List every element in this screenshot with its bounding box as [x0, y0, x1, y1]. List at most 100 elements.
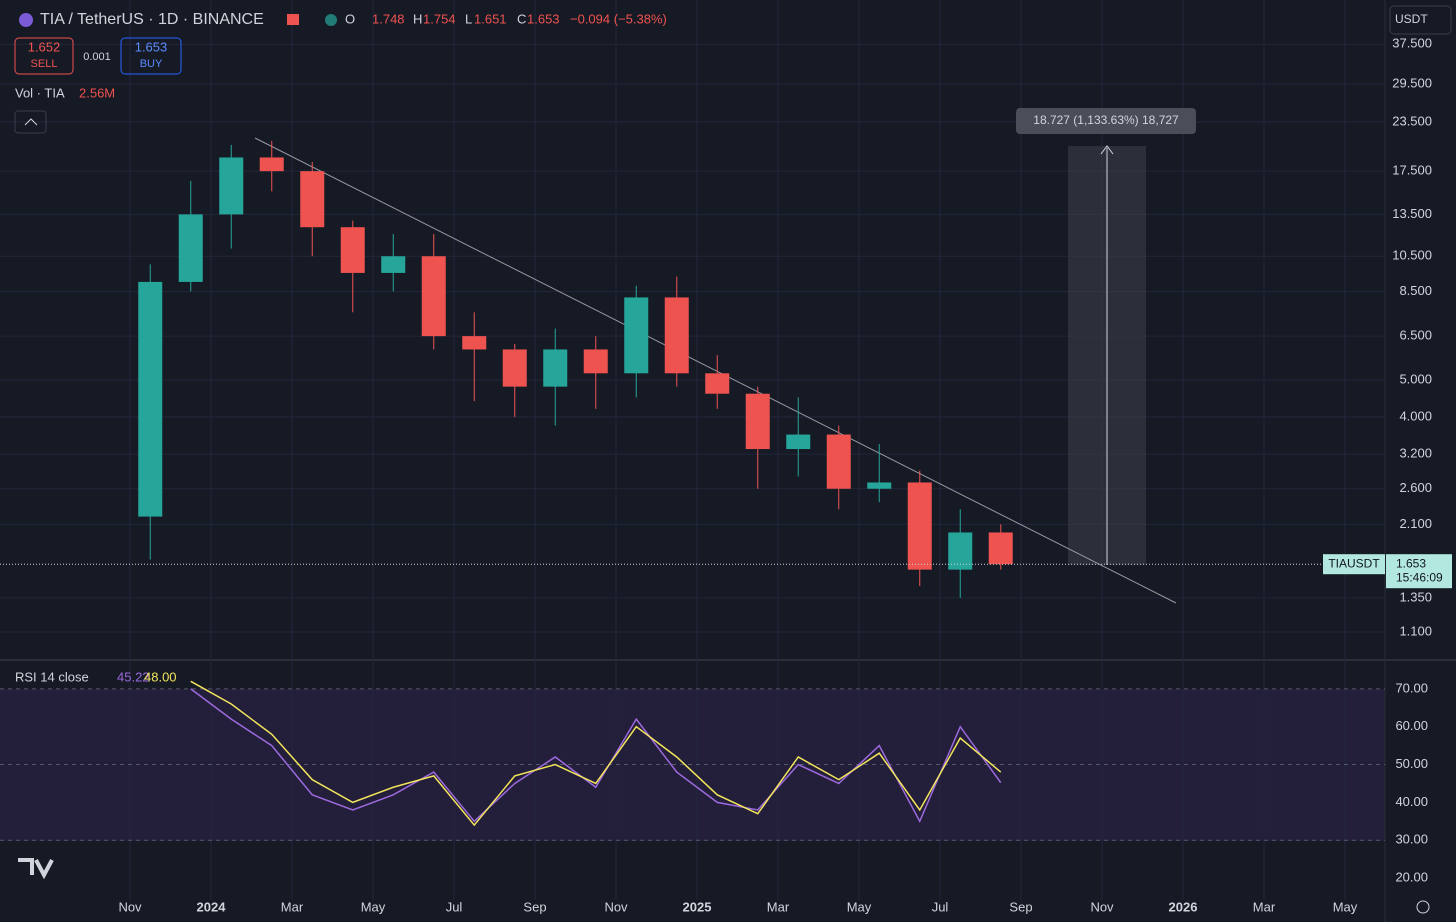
chevron	[24, 118, 38, 126]
y-tick-label: 20.00	[1395, 869, 1428, 884]
y-tick-label: 10.500	[1392, 248, 1432, 263]
change: −0.094 (−5.38%)	[570, 11, 667, 26]
candle-body	[583, 349, 608, 374]
price-tag-value: 1.653	[1396, 556, 1426, 570]
buy-price: 1.653	[135, 39, 168, 54]
ticker-tag	[1323, 554, 1385, 575]
x-tick-label: Nov	[118, 899, 142, 914]
y-tick-label: 5.000	[1399, 371, 1432, 386]
y-tick-label: 23.500	[1392, 113, 1432, 128]
x-tick-label: Jul	[446, 899, 463, 914]
buy-button[interactable]	[120, 37, 182, 75]
h-label: H	[413, 11, 422, 26]
c-value: 1.653	[527, 11, 560, 26]
y-tick-label: 1.100	[1399, 623, 1432, 638]
y-tick-label: 8.500	[1399, 283, 1432, 298]
candle-body	[421, 256, 446, 337]
candle-body	[259, 157, 284, 172]
candle-body	[988, 532, 1013, 565]
x-tick-label: May	[361, 899, 386, 914]
x-tick-label: May	[847, 899, 872, 914]
sell-price: 1.652	[28, 39, 61, 54]
y-tick-label: 6.500	[1399, 328, 1432, 343]
sell-label: SELL	[31, 58, 58, 70]
y-tick-label: 37.500	[1392, 36, 1432, 51]
y-tick-label: 4.000	[1399, 408, 1432, 423]
ticker: TIAUSDT	[1328, 556, 1380, 570]
settings-icon[interactable]	[1416, 900, 1430, 914]
logo	[18, 858, 54, 880]
y-tick-label: 40.00	[1395, 794, 1428, 809]
l-label: L	[465, 11, 472, 26]
h-value: 1.754	[423, 11, 456, 26]
y-tick-label: 17.500	[1392, 163, 1432, 178]
y-tick-label: 3.200	[1399, 446, 1432, 461]
x-tick-label: Jul	[932, 899, 949, 914]
candle-body	[543, 349, 568, 387]
flag-icon[interactable]	[287, 14, 299, 25]
candle-body	[502, 349, 527, 387]
measure-label-box	[1016, 108, 1196, 134]
trend-line	[254, 137, 1177, 604]
currency: USDT	[1395, 12, 1428, 26]
sell-button[interactable]	[14, 37, 74, 75]
x-tick-label: 2024	[197, 899, 227, 914]
buy-label: BUY	[140, 58, 163, 70]
x-tick-label: Mar	[1253, 899, 1276, 914]
candle-body	[178, 214, 203, 282]
rsi-value: 45.22	[117, 669, 150, 684]
y-tick-label: 2.600	[1399, 480, 1432, 495]
rsi-line	[190, 680, 1002, 827]
candle-body	[624, 297, 649, 374]
x-tick-label: 2025	[683, 899, 712, 914]
l-value: 1.651	[474, 11, 507, 26]
symbol-icon	[19, 13, 33, 27]
x-tick-label: 2026	[1169, 899, 1198, 914]
y-tick-label: 60.00	[1395, 718, 1428, 733]
y-tick-label: 2.100	[1399, 516, 1432, 531]
rsi-line	[190, 688, 1002, 824]
candle-body	[300, 171, 325, 228]
candle-body	[948, 532, 973, 570]
x-tick-label: Sep	[1009, 899, 1032, 914]
x-tick-label: Mar	[767, 899, 790, 914]
measure-arrowhead	[1100, 145, 1114, 155]
y-tick-label: 30.00	[1395, 832, 1428, 847]
y-tick-label: 50.00	[1395, 756, 1428, 771]
candle-body	[826, 434, 851, 489]
candle-body	[867, 482, 892, 489]
candle-body	[664, 297, 689, 374]
price-tag	[1386, 554, 1452, 589]
status-dot	[325, 14, 337, 26]
volume-label: Vol · TIA	[15, 85, 65, 100]
candle-body	[907, 482, 932, 570]
currency-button[interactable]	[1389, 5, 1452, 35]
c-label: C	[517, 11, 526, 26]
candle-body	[219, 157, 244, 215]
candle-body	[340, 227, 365, 273]
candle-body	[705, 373, 730, 394]
rsi-label: RSI 14 close	[15, 669, 89, 684]
y-tick-label: 29.500	[1392, 76, 1432, 91]
volume-value: 2.56M	[79, 85, 115, 100]
candle-body	[462, 336, 487, 350]
y-tick-label: 1.350	[1399, 589, 1432, 604]
candle-body	[381, 256, 406, 273]
collapse-button[interactable]	[14, 110, 47, 134]
x-tick-label: Mar	[281, 899, 304, 914]
x-tick-label: Nov	[1090, 899, 1114, 914]
x-tick-label: Nov	[604, 899, 628, 914]
candle-body	[745, 393, 770, 450]
x-tick-label: Sep	[523, 899, 546, 914]
rsi-ma-value: 48.00	[144, 669, 177, 684]
o-value: 1.748	[372, 11, 405, 26]
y-tick-label: 13.500	[1392, 206, 1432, 221]
spread: 0.001	[83, 51, 111, 63]
candle-body	[786, 434, 811, 450]
o-label: O	[345, 11, 355, 26]
measure-label: 18.727 (1,133.63%) 18,727	[1033, 113, 1179, 127]
countdown: 15:46:09	[1396, 570, 1443, 584]
y-tick-label: 70.00	[1395, 680, 1428, 695]
x-tick-label: May	[1333, 899, 1358, 914]
